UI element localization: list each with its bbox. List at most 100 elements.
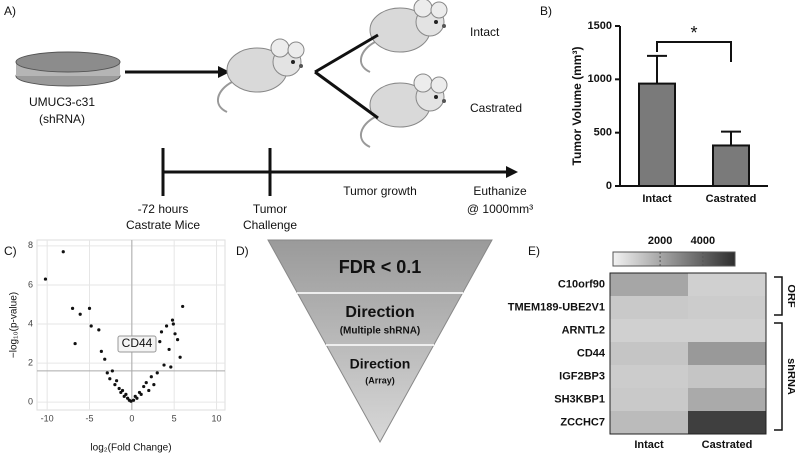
column-label: Castrated	[702, 439, 753, 451]
point	[142, 384, 146, 389]
point	[158, 340, 162, 344]
row-label: TMEM189-UBE2V1	[508, 301, 605, 313]
timeline-label: Challenge	[243, 218, 297, 232]
point	[87, 306, 92, 310]
point	[108, 377, 112, 381]
point	[61, 250, 65, 254]
y-tick-label: 4	[28, 318, 33, 328]
point	[73, 341, 77, 346]
group-label: shRNA	[785, 358, 795, 395]
row-label: ARNTL2	[562, 324, 605, 336]
y-tick-label: 1500	[588, 20, 612, 32]
group-label: ORF	[785, 284, 795, 308]
significance-mark: *	[690, 23, 697, 43]
row-label: CD44	[577, 347, 606, 359]
point	[97, 328, 101, 332]
x-tick-label: 0	[129, 413, 134, 423]
point	[152, 382, 156, 387]
cell-note: (shRNA)	[39, 112, 85, 126]
heatmap-cell	[688, 319, 766, 342]
point	[144, 381, 148, 385]
point	[131, 398, 136, 402]
point	[43, 277, 48, 281]
row-label: SH3KBP1	[554, 393, 605, 405]
phase-label: Tumor growth	[343, 184, 417, 198]
y-tick-label: 2	[28, 357, 33, 367]
panel-label: A)	[4, 4, 16, 18]
point	[113, 382, 117, 387]
cell-line: UMUC3-c31	[29, 95, 95, 109]
panel-label: E)	[528, 244, 540, 258]
point	[149, 375, 153, 379]
y-tick-label: 0	[28, 397, 33, 407]
heatmap-cell	[688, 365, 766, 388]
end-label: Euthanize	[473, 184, 527, 198]
heatmap-cell	[610, 411, 688, 434]
point	[169, 365, 173, 369]
heatmap-cell	[610, 342, 688, 365]
heatmap-cell	[688, 342, 766, 365]
point	[105, 371, 109, 375]
colorbar-label: 2000	[648, 235, 672, 247]
timeline-label: -72 hours	[138, 202, 189, 216]
x-tick-label: Intact	[642, 193, 672, 205]
x-tick-label: -10	[41, 413, 54, 423]
x-tick-label: 5	[172, 413, 177, 423]
funnel-step: Direction	[345, 304, 414, 321]
timeline-label: Castrate Mice	[126, 218, 200, 232]
point	[89, 324, 93, 328]
group-bracket	[774, 276, 783, 316]
heatmap-cell	[688, 388, 766, 411]
point	[103, 357, 107, 361]
heatmap-cell	[688, 411, 766, 434]
point	[178, 355, 182, 359]
heatmap-cell	[610, 319, 688, 342]
point	[110, 369, 114, 373]
row-label: ZCCHC7	[560, 416, 605, 428]
point	[70, 306, 75, 310]
point	[78, 312, 82, 316]
heatmap-cell	[610, 273, 688, 296]
point	[139, 392, 143, 396]
funnel-note: (Array)	[365, 375, 395, 385]
y-tick-label: 500	[594, 127, 612, 139]
x-tick-label: -5	[85, 413, 93, 423]
group-bracket	[774, 322, 783, 431]
point	[117, 386, 121, 391]
point	[164, 324, 169, 328]
y-tick-label: 6	[28, 279, 33, 289]
heatmap-cell	[610, 388, 688, 411]
bar	[712, 144, 750, 187]
funnel-note: (Multiple shRNA)	[340, 326, 421, 337]
point	[170, 318, 175, 322]
y-tick-label: 0	[606, 180, 612, 192]
colorbar	[612, 251, 736, 267]
point	[171, 322, 175, 326]
funnel-step: Direction	[350, 356, 411, 372]
plot-area	[36, 239, 226, 411]
row-label: C10orf90	[558, 278, 605, 290]
timeline-label: Tumor	[253, 202, 287, 216]
point	[175, 338, 180, 342]
bar	[638, 82, 676, 187]
annotation: CD44	[122, 336, 153, 350]
point	[162, 363, 166, 367]
panel-label: B)	[540, 4, 552, 18]
significance-bracket	[656, 41, 732, 62]
heatmap-cell	[688, 273, 766, 296]
row-label: IGF2BP3	[559, 370, 605, 382]
colorbar-label: 4000	[691, 235, 715, 247]
heatmap-cell	[610, 365, 688, 388]
x-axis-label: log₂(Fold Change)	[90, 443, 171, 454]
y-tick-label: 8	[28, 240, 33, 250]
point	[120, 388, 125, 393]
point	[115, 379, 119, 383]
annotation-box	[117, 335, 157, 353]
funnel	[267, 239, 493, 444]
panel-label: C)	[4, 244, 17, 258]
x-tick-label: Castrated	[706, 193, 757, 205]
point	[135, 396, 139, 400]
point	[159, 330, 164, 334]
funnel-step: FDR < 0.1	[339, 257, 422, 277]
